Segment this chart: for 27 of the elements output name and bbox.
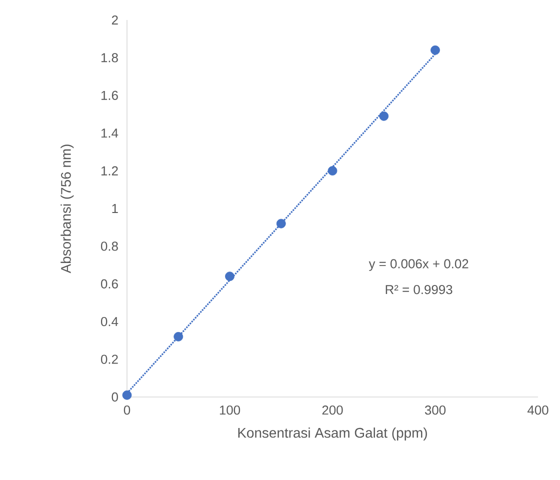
y-tick-label: 0 [112,392,118,402]
y-axis-title: Absorbansi (756 nm) [60,144,74,274]
x-tick-label: 200 [322,406,343,415]
point [430,45,440,55]
x-tick-label: 100 [220,406,240,415]
x-tick-label: 0 [124,406,130,415]
point [328,166,338,176]
y-tick-label: 1.4 [101,128,118,138]
annotation: R² = 0.9993 [386,284,452,294]
point [174,332,184,342]
annotation: y = 0.006x + 0.02 [368,259,468,271]
y-tick-label: 1.6 [101,90,118,100]
y-tick-label: 0.6 [100,279,118,288]
y-tick-label: 0.4 [100,317,118,326]
point [225,272,234,282]
x-tick-label: 300 [424,406,446,415]
y-tick-label: 1.2 [101,166,118,176]
y-tick-label: 1.8 [101,53,118,62]
x-tick-label: 400 [527,406,548,415]
y-tick-label: 0.8 [100,242,118,251]
point [379,111,389,121]
y-tick-label: 1 [112,204,118,213]
x-axis-title: Konsentrasi Asam Galat (ppm) [238,428,427,441]
point [122,390,132,400]
y-tick-label: 2 [112,15,118,25]
point [276,218,286,228]
y-tick-label: 0.2 [100,354,118,364]
